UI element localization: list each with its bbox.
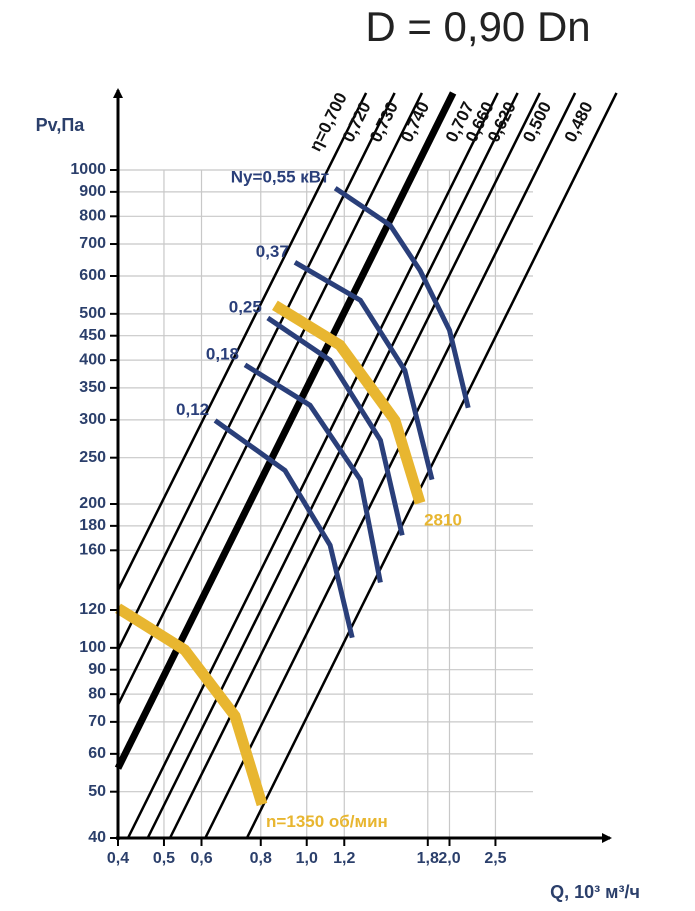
power-curve bbox=[243, 362, 383, 583]
power-label: Ny=0,55 кВт bbox=[231, 168, 329, 187]
power-curve bbox=[333, 186, 471, 409]
power-label: 0,12 bbox=[176, 400, 209, 419]
y-tick-label: 800 bbox=[79, 208, 106, 225]
speed-curve bbox=[115, 603, 268, 807]
y-tick-label: 160 bbox=[79, 542, 106, 559]
y-tick-label: 250 bbox=[79, 449, 106, 466]
power-curve bbox=[266, 315, 405, 536]
speed-label: n=1350 об/мин bbox=[266, 812, 388, 831]
y-tick-label: 80 bbox=[88, 685, 106, 702]
power-curve bbox=[213, 418, 355, 639]
y-tick-label: 100 bbox=[79, 639, 106, 656]
power-label: 0,37 bbox=[256, 242, 289, 261]
power-label: 0,18 bbox=[206, 344, 239, 363]
efficiency-line bbox=[114, 91, 457, 770]
x-tick-label: 0,5 bbox=[153, 850, 175, 867]
y-tick-label: 200 bbox=[79, 495, 106, 512]
y-tick-label: 180 bbox=[79, 517, 106, 534]
y-tick-label: 120 bbox=[79, 601, 106, 618]
y-tick-label: 60 bbox=[88, 745, 106, 762]
x-axis-label: Q, 10³ м³/ч bbox=[550, 882, 640, 902]
y-tick-label: 900 bbox=[79, 183, 106, 200]
x-tick-label: 1,8 bbox=[417, 850, 439, 867]
y-tick-label: 350 bbox=[79, 379, 106, 396]
y-tick-label: 500 bbox=[79, 305, 106, 322]
efficiency-line bbox=[116, 92, 424, 706]
x-tick-label: 1,2 bbox=[333, 850, 355, 867]
x-tick-label: 0,6 bbox=[190, 850, 212, 867]
efficiency-line bbox=[116, 92, 368, 591]
speed-label: 2810 bbox=[424, 510, 462, 529]
efficiency-line bbox=[204, 92, 577, 839]
efficiency-line bbox=[245, 92, 618, 839]
efficiency-line bbox=[146, 92, 519, 839]
y-tick-label: 40 bbox=[88, 829, 106, 846]
x-tick-label: 0,8 bbox=[250, 850, 272, 867]
y-tick-label: 600 bbox=[79, 267, 106, 284]
power-curve bbox=[293, 260, 435, 481]
y-tick-label: 450 bbox=[79, 327, 106, 344]
efficiency-line bbox=[168, 92, 541, 839]
speed-curve bbox=[272, 300, 426, 505]
y-tick-label: 1000 bbox=[70, 161, 106, 178]
efficiency-line bbox=[126, 92, 499, 839]
y-tick-label: 400 bbox=[79, 351, 106, 368]
x-tick-label: 0,4 bbox=[107, 850, 129, 867]
x-tick-label: 2,0 bbox=[438, 850, 460, 867]
efficiency-label: η=0,700 bbox=[306, 90, 351, 155]
x-tick-label: 1,0 bbox=[296, 850, 318, 867]
y-axis-label: Pv,Па bbox=[36, 115, 86, 135]
efficiency-label: 0,480 bbox=[561, 99, 597, 146]
chart-title: D = 0,90 Dn bbox=[365, 3, 590, 50]
y-tick-label: 70 bbox=[88, 713, 106, 730]
curves bbox=[114, 91, 618, 839]
power-label: 0,25 bbox=[229, 298, 262, 317]
y-tick-label: 90 bbox=[88, 661, 106, 678]
y-tick-label: 300 bbox=[79, 411, 106, 428]
x-tick-label: 2,5 bbox=[484, 850, 506, 867]
y-tick-label: 700 bbox=[79, 235, 106, 252]
y-tick-label: 50 bbox=[88, 783, 106, 800]
